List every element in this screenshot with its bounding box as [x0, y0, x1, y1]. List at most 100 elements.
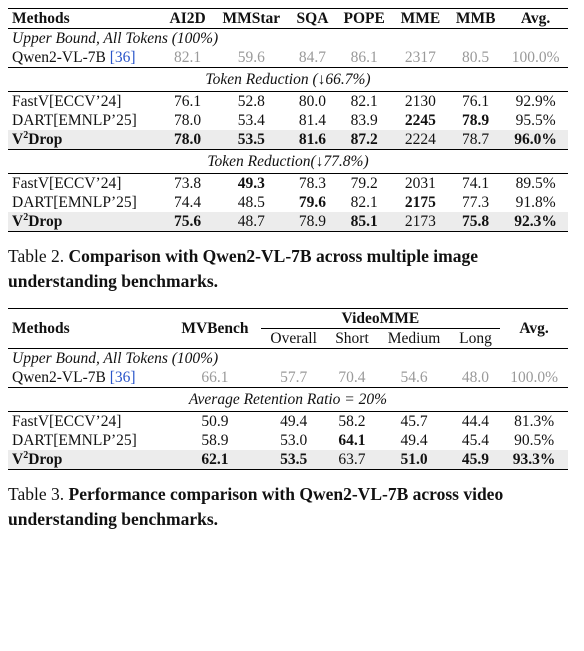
- method-name: Qwen2-VL-7B [36]: [12, 49, 136, 66]
- cell-value: 2245: [404, 112, 436, 129]
- cell-value: 63.7: [326, 450, 378, 470]
- subheader-long: Long: [459, 330, 492, 347]
- cell-value: 83.9: [350, 112, 378, 129]
- table-row: V2Drop 78.0 53.5 81.6 87.2 2224 78.7 96.0%: [8, 130, 568, 150]
- cell-value: 81.3%: [514, 413, 555, 430]
- cell-value: 92.9%: [515, 93, 556, 110]
- cell-value: 100.0%: [510, 369, 558, 386]
- section-label: Average Retention Ratio = 20%: [188, 391, 388, 408]
- col-header-pope: POPE: [343, 10, 385, 27]
- table-row: FastV[ECCV’24] 73.8 49.3 78.3 79.2 2031 74.1 89…: [8, 174, 568, 194]
- cell-value: 95.5%: [515, 112, 556, 129]
- col-header-sqa: SQA: [296, 10, 329, 27]
- method-name: FastV[ECCV’24]: [12, 413, 122, 430]
- table-2-caption: Table 2. Comparison with Qwen2-VL-7B acr…: [8, 246, 478, 291]
- section-label: Token Reduction (↓66.7%): [205, 71, 371, 88]
- cell-value: 48.7: [213, 212, 290, 232]
- cell-value: 2224: [392, 130, 449, 150]
- cell-value: 58.9: [201, 432, 229, 449]
- cell-value: 2317: [404, 49, 436, 66]
- cell-value: 2175: [404, 194, 436, 211]
- cell-value: 81.4: [298, 112, 327, 129]
- cell-value: 78.9: [462, 112, 490, 129]
- cell-value: 45.7: [400, 413, 428, 430]
- table-row-baseline: Qwen2-VL-7B [36] 66.1 57.7 70.4 54.6 48.…: [8, 368, 568, 388]
- paper-page: Methods AI2D MMStar SQA POPE MME MMB Avg…: [8, 8, 568, 546]
- subheader-overall: Overall: [270, 330, 317, 347]
- cell-value: 100.0%: [511, 49, 560, 66]
- cell-value: 92.3%: [503, 212, 568, 232]
- section-label: Token Reduction(↓77.8%): [207, 153, 369, 170]
- cell-value: 53.5: [260, 450, 327, 470]
- subheader-medium: Medium: [387, 330, 441, 347]
- cell-value: 44.4: [461, 413, 490, 430]
- cell-value: 78.9: [289, 212, 336, 232]
- table-row: V2Drop 62.1 53.5 63.7 51.0 45.9 93.3%: [8, 450, 568, 470]
- cell-value: 76.1: [462, 93, 490, 110]
- col-header-mmstar: MMStar: [222, 10, 281, 27]
- cell-value: 78.0: [161, 130, 214, 150]
- col-header-mme: MME: [400, 10, 441, 27]
- cell-value: 89.5%: [515, 175, 556, 192]
- cell-value: 2173: [392, 212, 449, 232]
- cell-value: 79.6: [298, 194, 327, 211]
- cell-value: 82.1: [350, 194, 378, 211]
- method-name: V2Drop: [8, 212, 162, 232]
- cell-value: 78.0: [174, 112, 202, 129]
- cell-value: 48.5: [237, 194, 265, 211]
- table-3-caption: Table 3. Performance comparison with Qwe…: [8, 484, 504, 529]
- cell-value: 49.3: [237, 175, 265, 192]
- cell-value: 58.2: [338, 413, 366, 430]
- cell-value: 64.1: [338, 432, 366, 449]
- method-name: V2Drop: [8, 450, 170, 470]
- col-header-avg: Avg.: [519, 320, 549, 337]
- cell-value: 53.5: [213, 130, 290, 150]
- cell-value: 86.1: [350, 49, 378, 66]
- cell-value: 59.6: [237, 49, 265, 66]
- cell-value: 49.4: [280, 413, 308, 430]
- cell-value: 2130: [404, 93, 436, 110]
- table-row-baseline: Qwen2-VL-7B [36] 82.1 59.6 84.7 86.1 231…: [8, 48, 568, 68]
- cell-value: 80.0: [298, 93, 327, 110]
- cell-value: 74.1: [462, 175, 490, 192]
- table-row: FastV[ECCV’24] 50.9 49.4 58.2 45.7 44.4 81.3%: [8, 412, 568, 432]
- col-header-methods: Methods: [12, 10, 70, 27]
- col-header-avg: Avg.: [520, 10, 551, 27]
- cell-value: 49.4: [400, 432, 428, 449]
- cell-value: 48.0: [461, 369, 490, 386]
- col-header-ai2d: AI2D: [169, 10, 206, 27]
- cell-value: 53.0: [280, 432, 308, 449]
- method-name: DART[EMNLP’25]: [12, 112, 137, 129]
- cell-value: 57.7: [280, 369, 308, 386]
- method-name: FastV[ECCV’24]: [12, 175, 122, 192]
- table-2: Methods AI2D MMStar SQA POPE MME MMB Avg…: [8, 8, 568, 232]
- cell-value: 96.0%: [503, 130, 568, 150]
- cell-value: 50.9: [201, 413, 229, 430]
- cell-value: 85.1: [335, 212, 393, 232]
- cell-value: 82.1: [350, 93, 378, 110]
- cell-value: 52.8: [237, 93, 265, 110]
- cell-value: 80.5: [462, 49, 490, 66]
- cell-value: 90.5%: [514, 432, 555, 449]
- cell-value: 45.4: [461, 432, 490, 449]
- cell-value: 45.9: [450, 450, 501, 470]
- table-row: DART[EMNLP’25] 58.9 53.0 64.1 49.4 45.4 90.5%: [8, 431, 568, 450]
- cell-value: 78.3: [298, 175, 327, 192]
- col-header-videomme: VideoMME: [260, 308, 501, 329]
- cell-value: 2031: [404, 175, 436, 192]
- cell-value: 70.4: [338, 369, 366, 386]
- cell-value: 81.6: [289, 130, 336, 150]
- col-header-mmb: MMB: [455, 10, 496, 27]
- subheader-short: Short: [335, 330, 369, 347]
- col-header-mvbench: MVBench: [181, 320, 249, 337]
- cell-value: 87.2: [335, 130, 393, 150]
- cell-value: 73.8: [174, 175, 202, 192]
- method-name: V2Drop: [8, 130, 162, 150]
- table-3: Methods MVBench VideoMME Avg. Overall Sh…: [8, 308, 568, 470]
- table-row: DART[EMNLP’25] 78.0 53.4 81.4 83.9 2245 78.9 95…: [8, 111, 568, 130]
- cell-value: 75.6: [161, 212, 214, 232]
- cell-value: 77.3: [462, 194, 490, 211]
- cell-value: 62.1: [169, 450, 261, 470]
- cell-value: 76.1: [174, 93, 202, 110]
- method-name: DART[EMNLP’25]: [12, 194, 137, 211]
